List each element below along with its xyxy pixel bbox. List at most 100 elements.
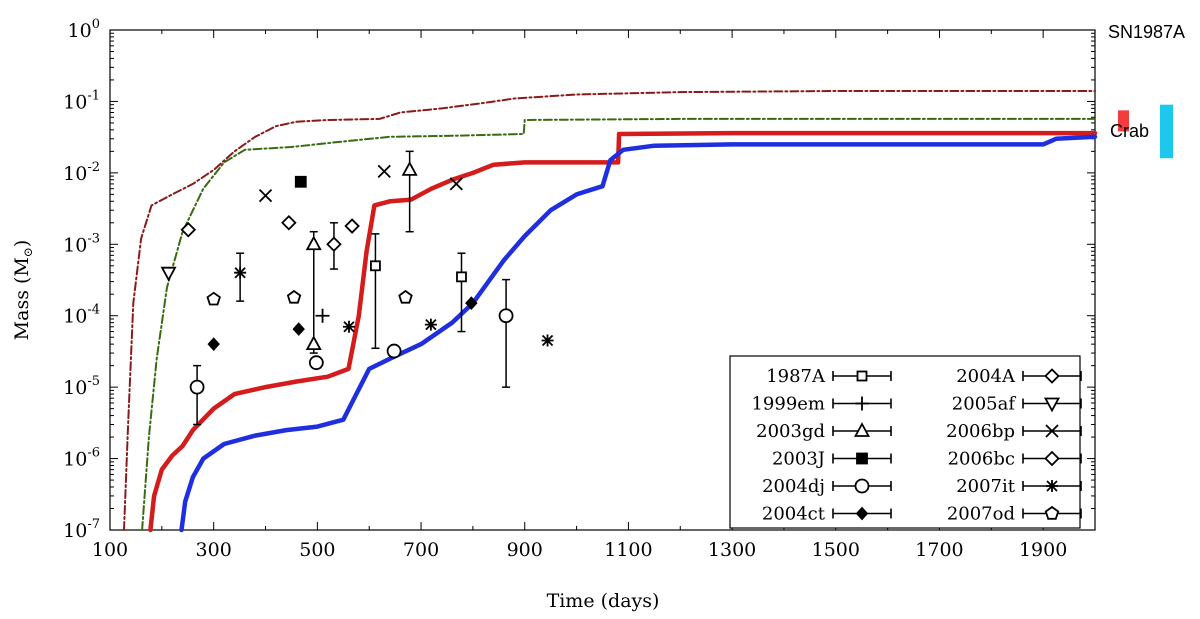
data-point-2005af [160,266,177,282]
y-axis-title-main: Mass (M [11,257,33,340]
legend-label: 2004ct [762,504,826,525]
legend-label: 2003J [772,449,825,470]
series-2006bp [258,164,463,203]
x-tick-label: 900 [507,539,543,561]
data-point-2007od [206,291,221,306]
data-point-2007it [234,266,247,279]
series-2005af [160,266,177,282]
data-point-2004dj [189,379,205,395]
model-red-solid [148,130,1098,533]
x-tick-label: 300 [196,539,232,561]
legend-label: 2006bc [948,449,1015,470]
data-point-2003gd [305,335,322,351]
x-tick-label: 500 [299,539,335,561]
y-axis-title-sub: ⊙ [21,247,35,257]
data-point-2004A [344,218,360,234]
legend-label: 2007it [956,476,1016,497]
data-point-2004A [180,221,197,238]
legend-marker-2004dj [854,478,870,494]
data-point-2004ct [292,322,305,336]
series-2006bc [326,222,342,270]
data-point-2003J [294,175,307,188]
data-point-2007od [398,289,413,304]
legend-label: 2005af [952,394,1017,415]
legend-marker-2005af [1043,397,1061,413]
model-curves [123,90,1098,533]
legend-label: 1987A [766,366,826,387]
data-point-2006bp [449,177,463,191]
y-axis-title: Mass (M⊙) [11,240,35,341]
series-2003gd [305,150,418,354]
series-2004A [180,215,360,238]
data-point-2004dj [498,308,514,324]
series-2004ct [207,296,478,351]
legend-label: 2003gd [756,421,825,442]
data-point-1987A [456,271,467,283]
data-point-2004ct [207,337,220,351]
y-tick-label: 10-4 [63,303,100,328]
data-point-1987A [370,260,381,272]
legend-marker-2007it [1046,480,1058,492]
y-axis-title-close: ) [11,240,33,247]
plot-frame [109,29,1096,531]
y-tick-label: 100 [68,17,100,42]
data-point-2006bp [377,164,391,178]
y-tick-label: 10-5 [63,374,100,399]
model-dark-red-dotdash [123,90,1096,531]
side-annotations: SN1987A Crab [1108,22,1185,159]
legend-marker-1999em [855,396,869,411]
legend-marker-2003J [856,452,868,465]
series-2003J [294,175,307,188]
y-tick-label: 10-7 [63,517,100,542]
legend-marker-2007od [1044,505,1060,520]
data-point-1999em [315,308,330,323]
y-tick-label: 10-1 [63,88,100,113]
series-1999em [315,308,330,323]
data-point-2007it [424,318,437,331]
series-2007od [206,289,413,306]
data-point-2007od [286,289,302,304]
data-point-2004dj [386,343,402,359]
legend-marker-2006bc [1044,450,1060,467]
crab-range-bar [1160,104,1173,159]
x-tick-label: 700 [403,539,439,561]
legend-marker-2003gd [853,422,871,437]
data-point-2004dj [308,355,324,371]
legend-label: 2006bp [946,421,1015,442]
legend-box [729,355,1081,529]
legend-marker-2006bp [1045,424,1059,438]
y-tick-label: 10-6 [63,446,100,471]
plot-frame-layer [109,29,1096,531]
legend-label: 2007od [947,504,1015,525]
x-tick-label: 1900 [1019,539,1067,561]
model-blue-solid [179,134,1098,533]
axes: Time (days) Mass (M⊙) 100 300 500 700 900 110… [11,17,1067,612]
x-tick-label: 1100 [604,539,652,561]
sn1987a-range-bar [1118,110,1129,132]
data-point-2004A [281,215,297,231]
observed-data [160,150,554,426]
data-point-2003gd [401,161,418,176]
x-tick-label: 1500 [812,539,860,561]
series-1987A [370,233,467,350]
legend-label: 1999em [751,394,825,415]
y-tick-label: 10-2 [63,160,100,185]
x-tick-label: 100 [92,539,128,561]
series-2007it [234,252,554,347]
legend-label: 2004A [956,366,1016,387]
data-point-2007it [541,334,554,347]
legend-label: 2004dj [762,476,825,497]
x-tick-label: 1700 [915,539,963,561]
legend-marker-2004A [1044,368,1060,384]
data-point-2006bc [326,236,342,253]
data-point-2004ct [465,296,478,310]
x-axis-title: Time (days) [547,590,660,612]
legend-marker-1987A [856,370,868,382]
x-tick-label: 1300 [708,539,756,561]
model-green-dotdash [141,117,1096,531]
legend-marker-2004ct [855,506,869,521]
series-2004dj [189,278,514,426]
crab-label: Crab [1110,121,1149,141]
y-tick-label: 10-3 [63,231,100,256]
